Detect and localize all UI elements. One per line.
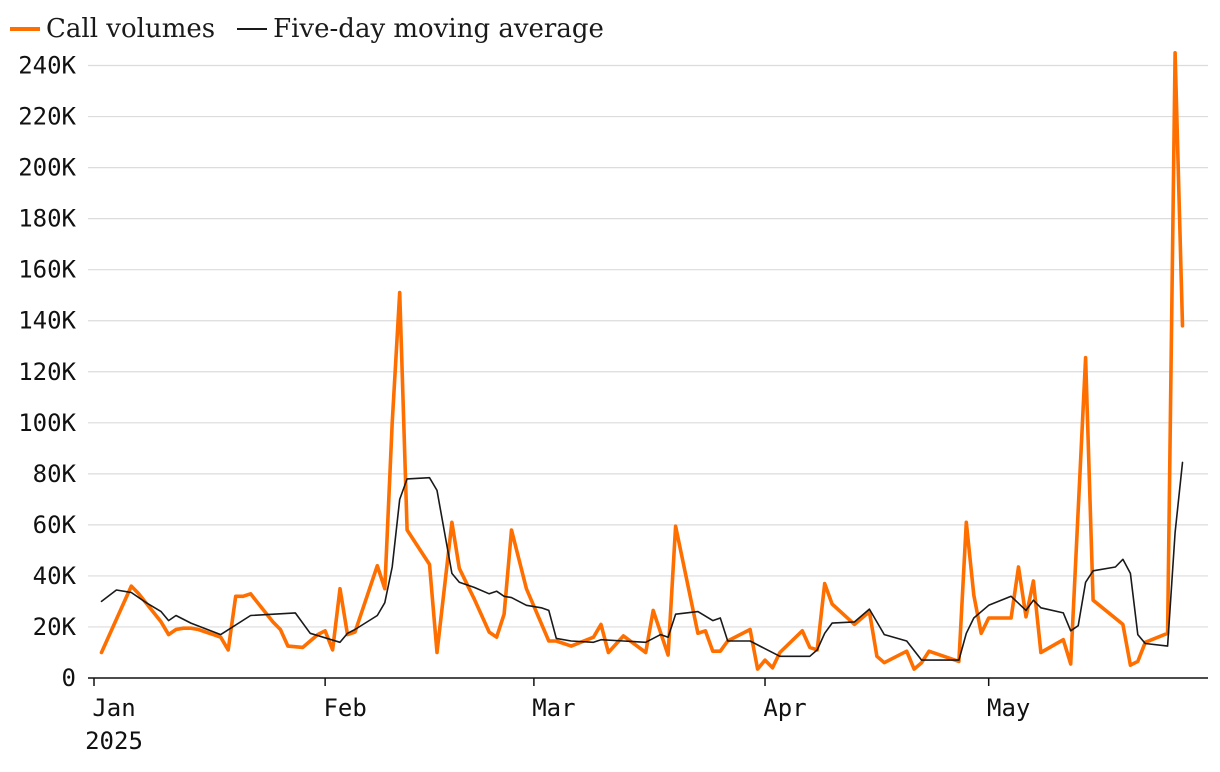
legend-swatch-call-volumes (10, 27, 40, 31)
y-tick-label: 180K (18, 205, 76, 233)
x-axis: Jan 2025 Feb Mar Apr May (85, 677, 1208, 755)
legend-label-moving-average: Five-day moving average (273, 14, 604, 44)
y-tick-label: 160K (18, 256, 76, 284)
y-tick-label: 20K (33, 613, 77, 641)
series-line-moving-average (100, 461, 1184, 661)
y-axis-tick-labels: 0 20K 40K 60K 80K 100K 120K 140K 160K 180K 200K 220… (18, 52, 76, 692)
y-tick-label: 200K (18, 154, 76, 182)
y-tick-label: 80K (33, 460, 77, 488)
x-tick-label: Feb (323, 694, 366, 722)
legend-item-moving-average: Five-day moving average (237, 14, 604, 44)
x-tick-label: May (987, 694, 1030, 722)
y-tick-label: 100K (18, 409, 76, 437)
y-tick-label: 60K (33, 511, 77, 539)
y-tick-label: 220K (18, 103, 76, 131)
y-tick-label: 120K (18, 358, 76, 386)
legend-swatch-moving-average (237, 28, 268, 30)
legend: Call volumes Five-day moving average (10, 14, 626, 44)
x-tick-label: Apr (763, 694, 806, 722)
x-tick-label: Mar (532, 694, 575, 722)
x-tick-sublabel: 2025 (85, 727, 143, 755)
y-tick-label: 40K (33, 562, 77, 590)
y-tick-label: 0 (62, 664, 76, 692)
y-tick-label: 240K (18, 52, 76, 80)
gridlines (88, 64, 1208, 628)
series-lines (99, 51, 1185, 671)
y-tick-label: 140K (18, 307, 76, 335)
x-tick-label: Jan (92, 694, 135, 722)
legend-label-call-volumes: Call volumes (46, 14, 216, 44)
legend-item-call-volumes: Call volumes (10, 14, 215, 44)
series-line-call-volumes (99, 51, 1185, 671)
